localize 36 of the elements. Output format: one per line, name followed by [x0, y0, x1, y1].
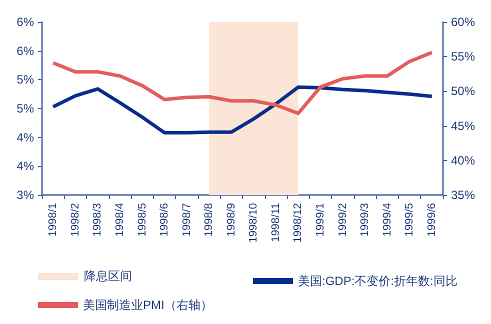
x-tick-label: 1999/1	[314, 203, 326, 237]
x-tick-label: 1998/11	[270, 203, 282, 242]
y-tick-label: 4%	[16, 159, 34, 174]
x-tick-label: 1998/8	[203, 203, 216, 237]
line-series	[51, 50, 434, 116]
x-tick-label: 1998/1	[47, 203, 60, 237]
y2-tick-label: 45%	[451, 118, 476, 133]
y2-tick-label: 40%	[451, 153, 476, 168]
legend-label: 美国制造业PMI（右轴）	[83, 298, 212, 312]
x-tick-label: 1998/3	[92, 203, 104, 237]
legend-label: 降息区间	[84, 268, 132, 285]
x-tick-label: 1998/10	[248, 203, 260, 243]
y2-tick-label: 35%	[451, 188, 476, 202]
x-tick-label: 1998/4	[114, 203, 126, 237]
x-tick-label: 1998/12	[292, 203, 304, 243]
y-tick-label: 4%	[16, 130, 34, 144]
x-tick-label: 1998/5	[136, 203, 148, 237]
x-tick-label: 1999/4	[381, 203, 394, 237]
legend-label: 美国:GDP:不变价:折年数:同比	[298, 274, 458, 288]
y-tick-label: 6%	[16, 15, 34, 29]
x-tick-label: 1999/6	[426, 203, 438, 237]
x-tick-label: 1998/2	[69, 203, 82, 237]
x-tick-label: 1999/5	[404, 203, 416, 237]
x-tick-label: 1999/3	[359, 203, 372, 237]
y2-tick-label: 55%	[451, 50, 476, 64]
y-tick-label: 3%	[16, 188, 34, 202]
x-tick-label: 1999/2	[336, 203, 349, 237]
y-tick-label: 5%	[16, 102, 34, 116]
y2-tick-label: 50%	[451, 84, 476, 98]
y-tick-label: 6%	[16, 44, 34, 58]
line-series	[51, 85, 434, 134]
x-tick-label: 1998/6	[158, 203, 171, 237]
x-tick-label: 1998/7	[180, 203, 193, 237]
y2-tick-label: 60%	[451, 15, 476, 29]
y-tick-label: 5%	[16, 72, 34, 87]
x-tick-label: 1998/9	[225, 203, 238, 237]
